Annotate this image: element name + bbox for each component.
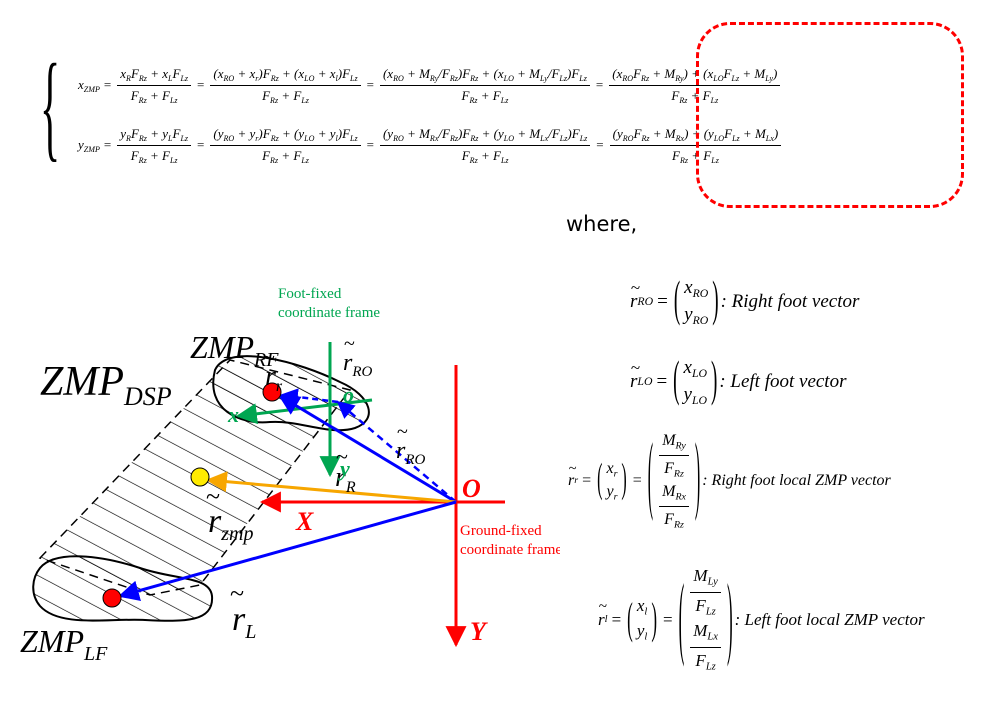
label-zmp-dsp: ZMPDSP (40, 359, 172, 411)
label-r-zmp: rzmp (208, 503, 253, 545)
label-r-ro-mid-tilde: ~ (397, 421, 408, 443)
foot-y-label: y (337, 456, 350, 481)
label-r-R-tilde: ~ (336, 444, 348, 469)
ground-frame-caption-2: coordinate frame (460, 542, 560, 558)
foot-origin-label: o (343, 382, 354, 407)
definition-r-r-desc: : Right foot local ZMP vector (702, 471, 891, 489)
highlight-box (696, 22, 964, 208)
zmp-dsp-point (190, 467, 210, 487)
vector-r-zmp (205, 471, 457, 504)
equation-brace: { (40, 39, 61, 172)
foot-frame-caption-1: Foot-fixed (278, 286, 342, 302)
zmp-left-foot-point (102, 588, 122, 608)
label-r-ro-top-tilde: ~ (344, 333, 355, 355)
foot-x-label: x (227, 402, 239, 427)
where-label: where, (566, 212, 638, 236)
vector-r-L (117, 500, 457, 602)
label-r-r-tilde: ~ (263, 345, 275, 370)
ground-y-label: Y (470, 617, 488, 646)
ground-x-label: X (295, 507, 314, 536)
definition-r-ro-desc: : Right foot vector (720, 291, 860, 312)
foot-frame-caption-2: coordinate frame (278, 305, 380, 321)
equation-y-zmp: yZMP = yRFRz + yLFLz FRz + FLz = (yRO + yr… (78, 126, 783, 165)
label-r-zmp-tilde: ~ (206, 482, 220, 511)
ground-origin-label: O (462, 474, 481, 503)
vector-r-RO (336, 400, 457, 503)
label-r-L-tilde: ~ (230, 579, 244, 608)
ground-frame-caption-1: Ground-fixed (460, 523, 542, 539)
label-zmp-lf: ZMPLF (20, 623, 108, 665)
definition-r-l-desc: : Left foot local ZMP vector (734, 609, 925, 629)
equation-x-zmp: xZMP = xRFRz + xLFLz FRz + FLz = (xRO + xr… (78, 66, 782, 105)
zmp-right-foot-point (262, 382, 282, 402)
definition-r-lo-desc: : Left foot vector (719, 371, 847, 392)
vector-r-R (278, 394, 457, 504)
zmp-diagram: ZMPDSP ZMPRF ZMPLF rRO ~ rRO ~ rR ~ rr ~… (20, 286, 560, 665)
